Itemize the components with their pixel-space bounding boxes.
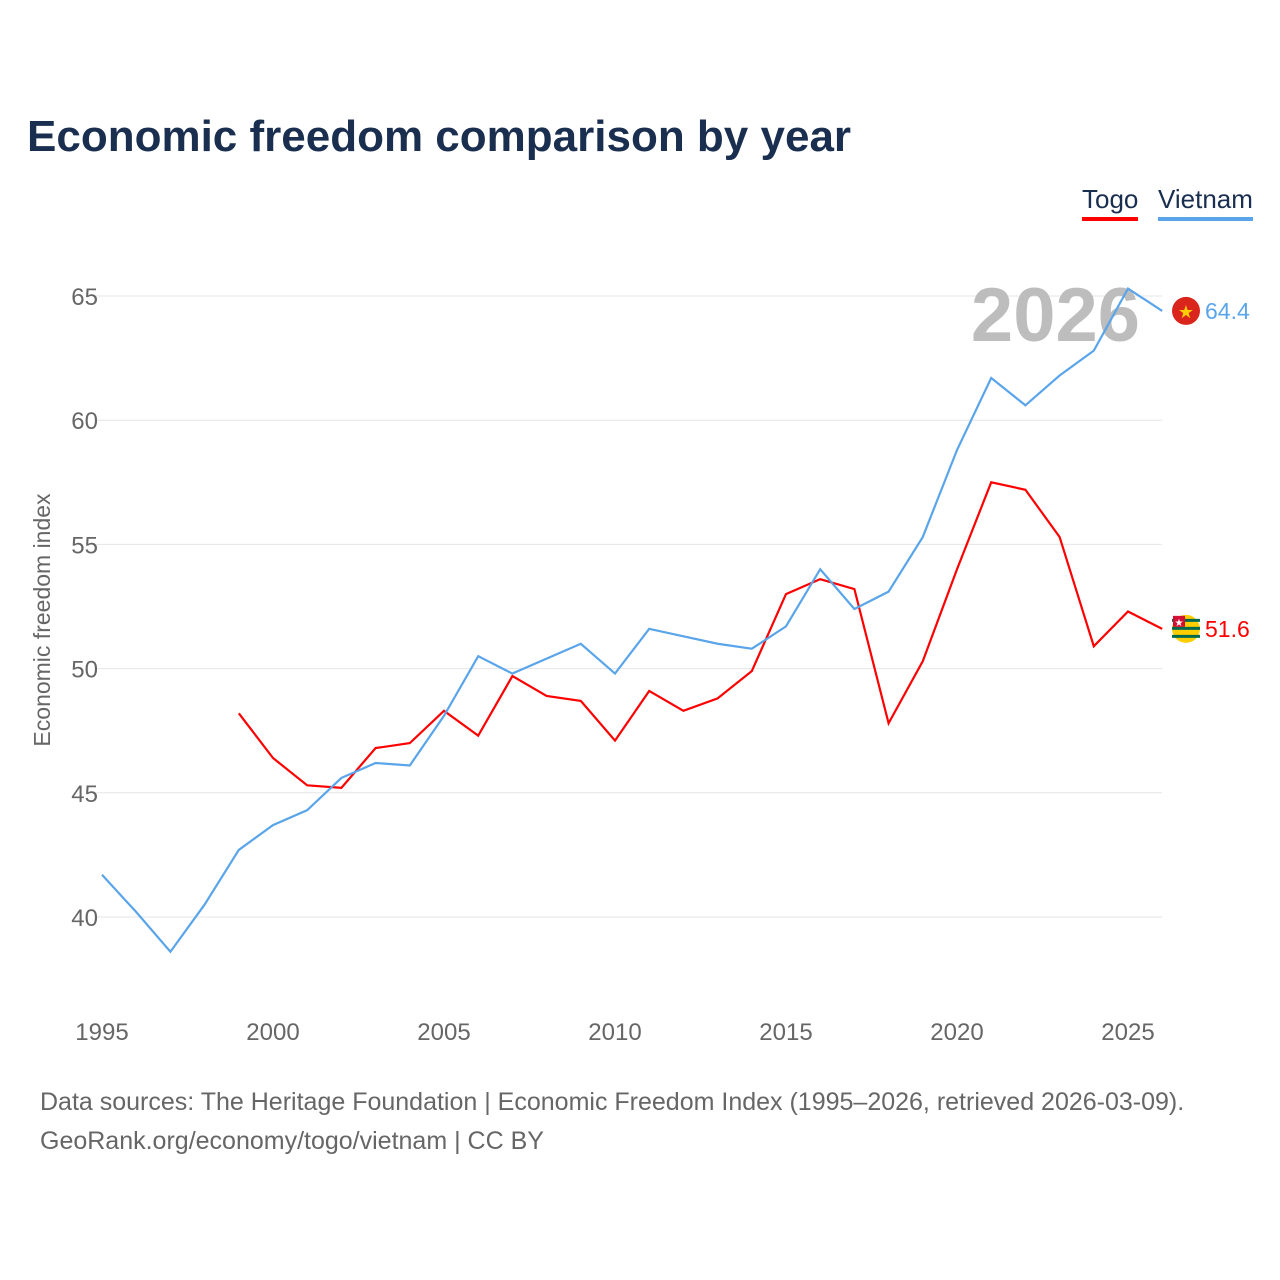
x-tick-label: 2005 — [417, 1019, 470, 1046]
credit-link[interactable]: GeoRank.org/economy/togo/vietnam | CC BY — [40, 1127, 544, 1155]
x-tick-label: 1995 — [75, 1019, 128, 1046]
end-value-label: 64.4 — [1205, 298, 1250, 324]
x-tick-label: 2015 — [759, 1019, 812, 1046]
y-tick-label: 50 — [71, 657, 98, 684]
x-tick-label: 2000 — [246, 1019, 299, 1046]
series-line-vietnam — [101, 286, 1163, 954]
flag-canton — [1173, 615, 1185, 627]
series-line-togo — [237, 481, 1163, 789]
legend-vietnam[interactable]: Vietnam — [1158, 184, 1253, 221]
chart-title: Economic freedom comparison by year — [27, 112, 852, 161]
y-tick-label: 65 — [71, 284, 98, 311]
year-annotation: 2026 — [971, 273, 1140, 358]
y-tick-label: 40 — [71, 905, 98, 932]
x-tick-label: 2025 — [1101, 1019, 1154, 1046]
flag-stripe — [1172, 618, 1200, 622]
y-tick-label: 60 — [71, 408, 98, 435]
vietnam-flag-icon — [1172, 296, 1200, 325]
y-tick-label: 45 — [71, 781, 98, 808]
flag-star-icon: ★ — [1178, 302, 1194, 322]
x-tick-label: 2010 — [588, 1019, 641, 1046]
end-value-label: 51.6 — [1205, 616, 1250, 642]
y-axis-label: Economic freedom index — [29, 493, 55, 747]
legend-togo[interactable]: Togo — [1082, 184, 1139, 221]
data-sources: Data sources: The Heritage Foundation | … — [40, 1088, 1185, 1116]
flag-star-icon: ★ — [1175, 618, 1184, 629]
x-tick-label: 2020 — [930, 1019, 983, 1046]
y-tick-label: 55 — [71, 532, 98, 559]
flag-stripe — [1172, 626, 1200, 630]
flag-stripe — [1172, 634, 1200, 638]
